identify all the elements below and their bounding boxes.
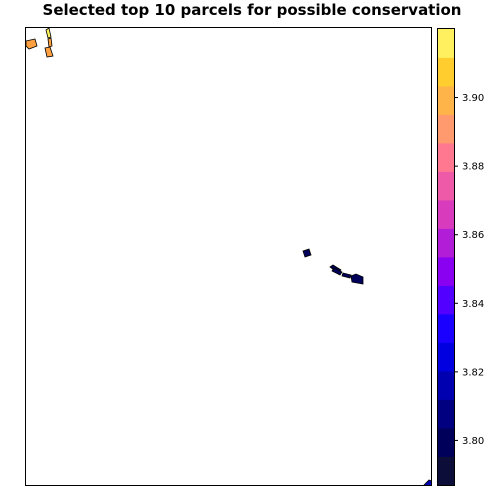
parcel-layer	[26, 28, 431, 485]
legend-band	[438, 228, 454, 258]
legend-tick-label: 3.88	[462, 162, 484, 173]
legend-band	[438, 257, 454, 286]
color-legend-frame	[437, 28, 455, 486]
legend-band	[438, 428, 454, 457]
legend-band	[438, 200, 454, 229]
legend-band	[438, 86, 454, 115]
parcel-3	[45, 28, 52, 39]
legend-band	[438, 456, 454, 486]
parcel-1	[26, 38, 38, 50]
legend-tick-label: 3.84	[462, 299, 484, 310]
legend-tick-label: 3.80	[462, 436, 484, 447]
legend-band	[438, 171, 454, 201]
map-panel	[25, 27, 432, 486]
color-legend-bands	[438, 29, 454, 486]
legend-band	[438, 285, 454, 315]
parcel-10	[423, 479, 431, 485]
legend-band	[438, 57, 454, 87]
parcel-7	[341, 272, 352, 279]
parcel-5	[302, 248, 312, 258]
legend-tick-label: 3.90	[462, 93, 484, 104]
legend-tick-label: 3.82	[462, 367, 484, 378]
legend-band	[438, 143, 454, 172]
legend-band	[438, 114, 454, 144]
map-title: Selected top 10 parcels for possible con…	[42, 1, 462, 19]
legend-tick-label: 3.86	[462, 230, 484, 241]
color-legend-ticks: 3.80 3.82 3.84 3.86 3.88 3.90	[454, 93, 484, 447]
parcel-4	[47, 37, 53, 48]
legend-band	[438, 342, 454, 372]
parcel-9	[331, 267, 343, 276]
legend-band	[438, 371, 454, 400]
legend-band	[438, 29, 454, 58]
parcel-8	[350, 273, 364, 285]
legend-band	[438, 399, 454, 429]
legend-band	[438, 314, 454, 343]
parcel-2	[44, 46, 54, 58]
